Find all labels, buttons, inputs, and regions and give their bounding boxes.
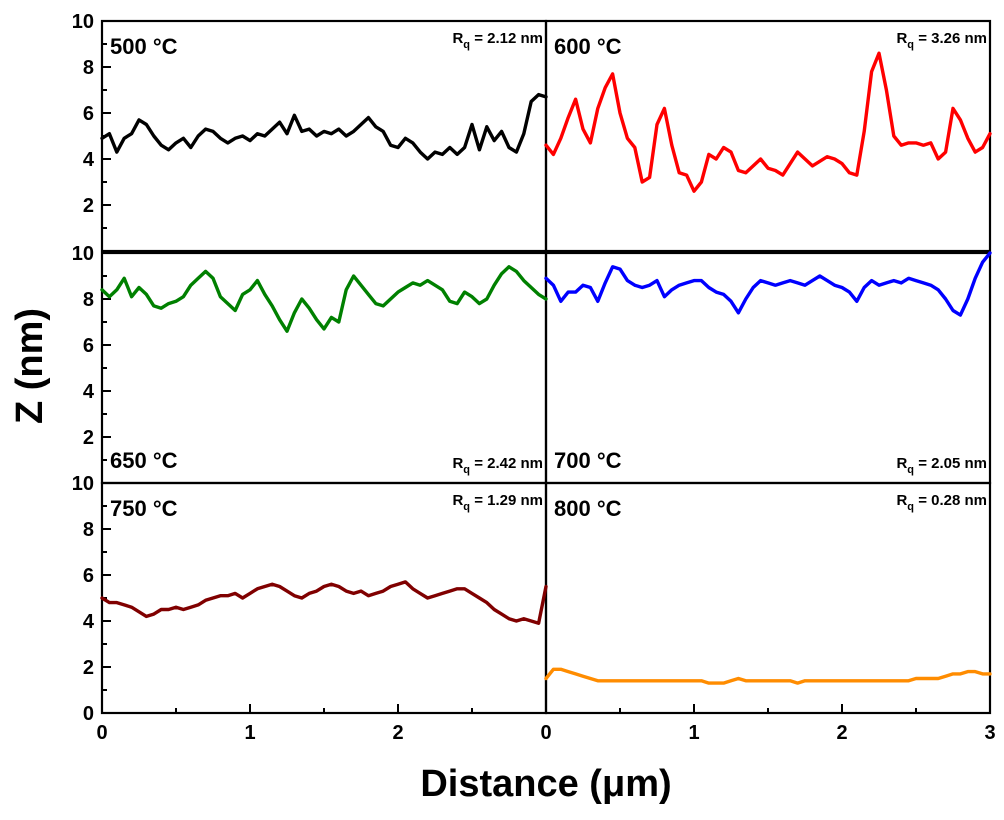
series-line-0: [100, 92, 548, 161]
x-tick-label: 0: [540, 722, 551, 744]
x-tick-label: 2: [836, 722, 847, 744]
y-tick-label: 4: [83, 381, 95, 403]
roughness-label: Rq = 1.29 nm: [452, 492, 543, 513]
temperature-label: 600 °C: [554, 34, 622, 59]
tick-labels: 2 4 6 8 10 2 4 6 8 10 0 2 4 6 8 10 0 1 2 0 1 2 3: [72, 11, 996, 744]
y-tick-label: 6: [83, 565, 94, 587]
series-lines: [100, 51, 992, 685]
y-tick-label: 4: [83, 611, 95, 633]
y-tick-label: 8: [83, 519, 94, 541]
y-tick-label: 2: [83, 427, 94, 449]
y-tick-label: 6: [83, 103, 94, 125]
y-tick-label: 2: [83, 657, 94, 679]
x-tick-label: 0: [96, 722, 107, 744]
temperature-label: 650 °C: [110, 448, 178, 473]
y-tick-label: 8: [83, 57, 94, 79]
series-line-2: [100, 265, 548, 333]
x-tick-label: 1: [688, 722, 699, 744]
y-tick-label: 8: [83, 289, 94, 311]
y-tick-label: 10: [72, 243, 94, 265]
y-tick-label: 2: [83, 195, 94, 217]
roughness-label: Rq = 2.05 nm: [896, 455, 987, 476]
roughness-label: Rq = 2.42 nm: [452, 455, 543, 476]
roughness-label: Rq = 0.28 nm: [896, 492, 987, 513]
panel-frames: [100, 19, 992, 715]
temperature-label: 800 °C: [554, 496, 622, 521]
x-tick-label: 3: [984, 722, 995, 744]
y-tick-label: 6: [83, 335, 94, 357]
roughness-label: Rq = 3.26 nm: [896, 30, 987, 51]
y-tick-label: 10: [72, 473, 94, 495]
series-line-1: [544, 51, 992, 193]
x-tick-label: 2: [392, 722, 403, 744]
y-tick-label: 10: [72, 11, 94, 33]
roughness-label: Rq = 2.12 nm: [452, 30, 543, 51]
series-line-3: [544, 251, 992, 317]
x-tick-label: 1: [244, 722, 255, 744]
x-axis-title: Distance (μm): [420, 763, 671, 805]
temperature-label: 500 °C: [110, 34, 178, 59]
temperature-label: 700 °C: [554, 448, 622, 473]
panel-labels: 500 °C Rq = 2.12 nm 600 °C Rq = 3.26 nm 650 …: [110, 30, 987, 521]
y-axis-title: Z (nm): [9, 308, 51, 424]
y-tick-label: 0: [83, 703, 94, 725]
temperature-label: 750 °C: [110, 496, 178, 521]
series-line-5: [544, 667, 992, 685]
series-line-4: [100, 580, 548, 625]
y-tick-label: 4: [83, 149, 95, 171]
